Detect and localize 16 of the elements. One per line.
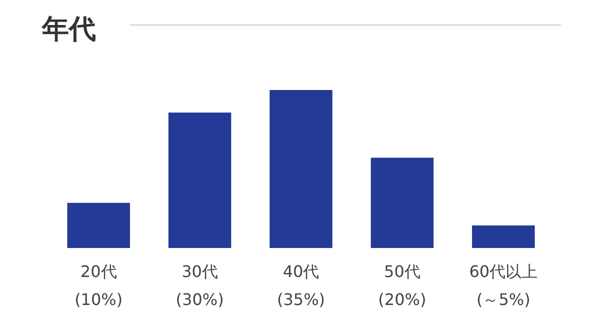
data-label: (10%) [74, 290, 123, 309]
x-tick-label: 30代 [182, 262, 218, 281]
data-label: (～5%) [476, 290, 530, 309]
chart-title: 年代 [41, 14, 96, 45]
x-tick-label: 20代 [80, 262, 117, 281]
data-label: (20%) [378, 290, 426, 309]
bar [270, 90, 332, 248]
bar [168, 112, 232, 248]
bar [370, 158, 434, 248]
x-tick-label: 60代以上 [469, 262, 538, 281]
data-label: (30%) [176, 290, 224, 309]
data-label: (35%) [276, 290, 326, 309]
bar [472, 225, 535, 248]
x-tick-label: 50代 [384, 262, 420, 281]
x-tick-label: 40代 [282, 262, 320, 281]
bar [67, 202, 130, 248]
